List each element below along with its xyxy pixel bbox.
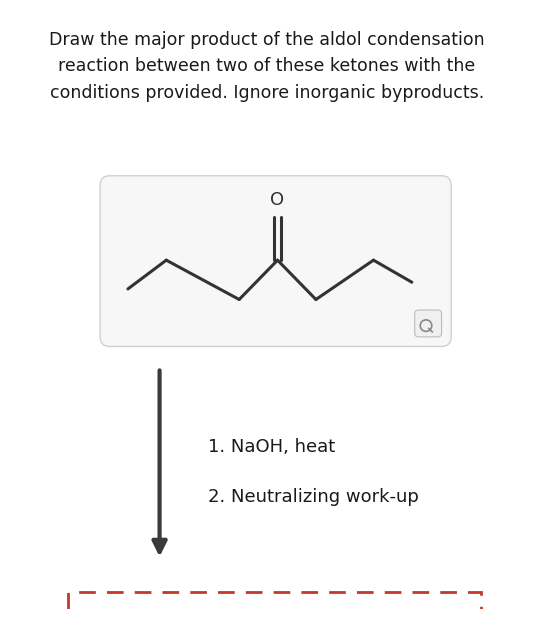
FancyBboxPatch shape xyxy=(100,176,451,346)
Bar xyxy=(68,592,481,622)
FancyBboxPatch shape xyxy=(415,310,442,337)
Text: Draw the major product of the aldol condensation: Draw the major product of the aldol cond… xyxy=(49,30,485,49)
Text: conditions provided. Ignore inorganic byproducts.: conditions provided. Ignore inorganic by… xyxy=(50,84,484,102)
Text: reaction between two of these ketones with the: reaction between two of these ketones wi… xyxy=(58,57,476,75)
Text: 1. NaOH, heat: 1. NaOH, heat xyxy=(208,439,335,456)
Text: 2. Neutralizing work-up: 2. Neutralizing work-up xyxy=(208,488,419,506)
Text: O: O xyxy=(271,191,285,209)
